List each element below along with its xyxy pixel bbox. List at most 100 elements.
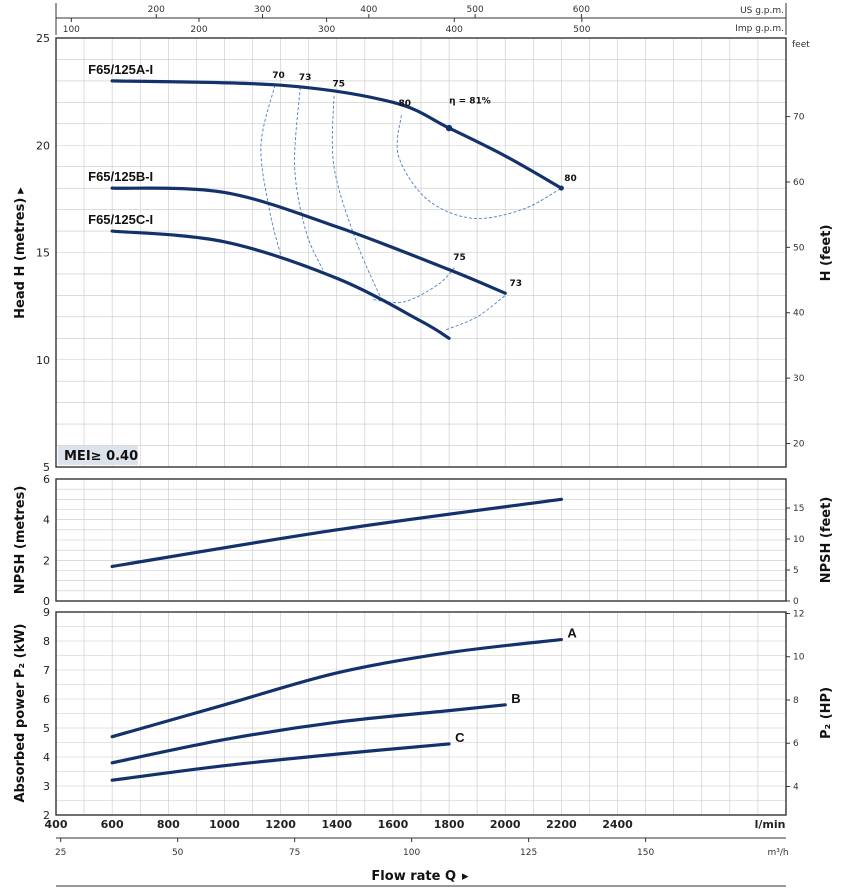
efficiency-label: η = 81% <box>449 97 491 107</box>
head-series-label: F65/125C-I <box>88 212 153 227</box>
power-ytick: 2 <box>43 809 50 822</box>
us-gpm-tick: 300 <box>254 5 271 15</box>
efficiency-label: 75 <box>453 253 466 263</box>
efficiency-iso-line <box>294 87 324 270</box>
power-series-label: B <box>511 691 520 706</box>
head-right-tick: 20 <box>793 439 805 449</box>
power-ytick: 5 <box>43 722 50 735</box>
efficiency-label: 80 <box>399 99 412 109</box>
head-ytick: 10 <box>36 354 50 367</box>
power-right-tick: 10 <box>793 653 805 663</box>
x-axis-title: Flow rate Q ▸ <box>371 869 469 884</box>
imp-gpm-tick: 100 <box>63 25 80 35</box>
us-gpm-unit: US g.p.m. <box>740 6 784 16</box>
head-series-label: F65/125B-I <box>88 169 153 184</box>
x-m3h-tick: 25 <box>55 848 66 858</box>
head-right-tick: 60 <box>793 178 805 188</box>
mei-badge <box>58 446 138 465</box>
x-m3h-tick: 150 <box>637 848 654 858</box>
efficiency-label: 80 <box>564 174 577 184</box>
efficiency-label: 70 <box>272 71 285 81</box>
us-gpm-tick: 400 <box>360 5 377 15</box>
head-right-tick: 30 <box>793 374 805 384</box>
x-lmin-tick: 800 <box>157 818 180 831</box>
power-ytick: 4 <box>43 751 50 764</box>
us-gpm-tick: 500 <box>467 5 484 15</box>
power-series-label: A <box>567 626 577 641</box>
efficiency-iso-line <box>260 85 282 255</box>
mei-badge-text: MEI≥ 0.40 <box>64 449 138 464</box>
efficiency-label: 73 <box>509 279 522 289</box>
head-panel: 5 10 15 20 25 20 30 40 50 60 70 feet F65/125A-I F6… <box>13 32 834 474</box>
head-series-line <box>110 229 451 340</box>
head-right-tick: 50 <box>793 243 805 253</box>
npsh-ylabel: NPSH (metres) <box>13 486 28 595</box>
efficiency-iso-line <box>331 95 383 300</box>
power-panel: 2 3 4 5 6 7 8 9 4 6 8 10 12 A B C Absorbed power P₂ (… <box>13 606 834 822</box>
top-gpm-scale: 200 300 400 500 600 100 200 300 400 500 US g.p.m… <box>55 3 787 35</box>
imp-gpm-tick: 500 <box>573 25 590 35</box>
x-lmin-tick: 2000 <box>490 818 521 831</box>
power-ylabel-right: P₂ (HP) <box>819 687 834 739</box>
imp-gpm-unit: Imp g.p.m. <box>735 24 784 34</box>
efficiency-iso-line <box>373 267 456 304</box>
head-series-label: F65/125A-I <box>88 62 153 77</box>
power-series-line <box>110 703 507 765</box>
head-ytick: 15 <box>36 247 50 260</box>
head-ytick: 20 <box>36 139 50 152</box>
npsh-panel: 0 2 4 6 0 5 10 15 NPSH (metres) NPSH (feet) <box>13 473 834 608</box>
efficiency-iso-line <box>396 115 562 219</box>
npsh-series-line <box>110 497 563 569</box>
imp-gpm-tick: 200 <box>190 25 207 35</box>
head-series-line <box>110 79 563 190</box>
imp-gpm-tick: 400 <box>446 25 463 35</box>
npsh-right-tick: 15 <box>793 504 804 514</box>
x-lmin-tick: 600 <box>101 818 124 831</box>
us-gpm-tick: 200 <box>148 5 165 15</box>
x-m3h-tick: 50 <box>172 848 184 858</box>
npsh-right-tick: 5 <box>793 566 799 576</box>
x-lmin-unit: l/min <box>755 818 786 831</box>
x-lmin-tick: 2400 <box>602 818 633 831</box>
efficiency-label: 75 <box>333 79 346 89</box>
x-m3h-tick: 75 <box>289 848 300 858</box>
x-m3h-tick: 100 <box>403 848 420 858</box>
power-right-tick: 8 <box>793 696 799 706</box>
power-ytick: 7 <box>43 664 50 677</box>
x-m3h-unit: m³/h <box>767 848 788 858</box>
power-ytick: 8 <box>43 635 50 648</box>
imp-gpm-tick: 300 <box>318 25 335 35</box>
npsh-ytick: 6 <box>43 473 50 486</box>
x-lmin-tick: 1400 <box>321 818 352 831</box>
x-lmin-tick: 1200 <box>265 818 296 831</box>
head-right-tick: 70 <box>793 113 805 123</box>
head-right-tick: 40 <box>793 309 805 319</box>
npsh-ylabel-right: NPSH (feet) <box>819 497 834 584</box>
power-series-label: C <box>455 730 465 745</box>
power-right-tick: 6 <box>793 739 799 749</box>
power-ytick: 3 <box>43 780 50 793</box>
npsh-ytick: 4 <box>43 514 50 527</box>
x-lmin-tick: 1800 <box>434 818 465 831</box>
head-ylabel-right: H (feet) <box>819 225 834 282</box>
npsh-ytick: 0 <box>43 595 50 608</box>
power-right-tick: 12 <box>793 609 804 619</box>
power-ylabel: Absorbed power P₂ (kW) <box>13 623 28 802</box>
power-ytick: 9 <box>43 606 50 619</box>
x-lmin-tick: 2200 <box>546 818 577 831</box>
npsh-ytick: 2 <box>43 554 50 567</box>
x-m3h-tick: 125 <box>520 848 537 858</box>
power-right-tick: 4 <box>793 782 799 792</box>
head-ytick: 5 <box>43 461 50 474</box>
x-lmin-tick: 1000 <box>209 818 240 831</box>
x-lmin-tick: 1600 <box>378 818 409 831</box>
power-series-line <box>110 637 563 739</box>
head-ytick: 25 <box>36 32 50 45</box>
npsh-right-tick: 0 <box>793 597 799 607</box>
power-ytick: 6 <box>43 693 50 706</box>
power-series-line <box>110 742 451 782</box>
head-ylabel: Head H (metres)▸ <box>13 187 28 319</box>
efficiency-iso-line <box>446 295 506 331</box>
head-right-unit: feet <box>792 40 810 50</box>
